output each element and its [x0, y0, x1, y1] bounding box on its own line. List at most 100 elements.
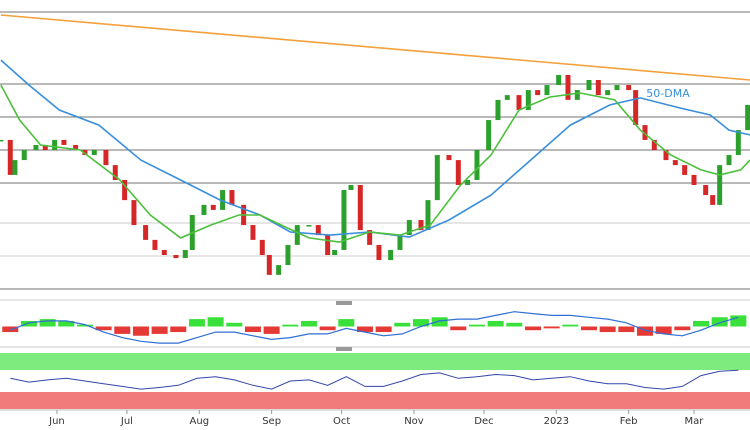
candle [12, 160, 18, 175]
candle [486, 120, 492, 150]
line-label: 50-DMA [646, 87, 690, 100]
candle [565, 74, 571, 100]
histogram-bar [674, 326, 691, 331]
histogram-bar [730, 315, 747, 327]
candle [703, 185, 709, 196]
candle [434, 155, 440, 201]
candle [735, 130, 741, 156]
candle [651, 139, 657, 150]
candle [691, 174, 697, 185]
histogram-bar [207, 317, 224, 327]
candle [376, 244, 382, 261]
histogram-bar [618, 326, 635, 333]
histogram-bar [506, 322, 523, 327]
histogram-bar [711, 317, 728, 327]
candle [325, 235, 331, 255]
x-tick-label: Dec [474, 416, 493, 427]
histogram-bar [2, 326, 19, 333]
candle [315, 225, 321, 236]
histogram-bar [244, 326, 261, 333]
histogram-bar [188, 319, 205, 327]
histogram-bar [468, 324, 485, 327]
candle [633, 90, 639, 126]
histogram-bar [282, 324, 299, 327]
candle [446, 155, 452, 161]
candle [52, 139, 58, 150]
candle [455, 160, 461, 185]
candle [367, 230, 373, 245]
x-tick-label: Oct [333, 416, 350, 427]
resize-handle[interactable] [336, 347, 352, 351]
candle [556, 74, 562, 86]
x-tick-label: Mar [685, 416, 705, 427]
resize-handle[interactable] [336, 301, 352, 305]
candle [465, 179, 471, 185]
candle [626, 85, 632, 91]
candle [717, 165, 723, 205]
candle [91, 150, 97, 156]
candle [7, 139, 13, 175]
candle [516, 95, 522, 110]
histogram-bar [151, 326, 168, 334]
histogram-bar [319, 326, 336, 331]
candle [103, 150, 109, 166]
histogram-bar [300, 320, 317, 327]
candle [406, 220, 412, 236]
candle [182, 249, 188, 259]
candle [42, 144, 48, 150]
candle [425, 200, 431, 231]
histogram-bar [412, 319, 429, 327]
candle [73, 144, 79, 150]
histogram-bar [524, 326, 541, 331]
candle [726, 155, 732, 166]
candle [672, 160, 678, 166]
candle [229, 190, 235, 205]
candle [535, 90, 541, 96]
candle [504, 95, 510, 100]
histogram-bar [338, 319, 355, 327]
x-tick-label: Feb [620, 416, 638, 427]
histogram-bar [692, 320, 709, 327]
candle [112, 165, 118, 180]
candle [152, 239, 158, 250]
histogram-bar [562, 324, 579, 327]
candle [341, 190, 347, 250]
candle [33, 144, 39, 150]
histogram-bar [655, 326, 672, 334]
candle [663, 150, 669, 161]
x-tick-label: Nov [404, 416, 424, 427]
candle [642, 125, 648, 140]
histogram-bar [543, 326, 560, 329]
x-tick-label: Sep [262, 416, 281, 427]
candle [495, 99, 501, 121]
x-tick-label: Aug [190, 416, 210, 427]
candle [525, 90, 531, 110]
candle [474, 150, 480, 180]
histogram-bar [450, 326, 467, 331]
candle [259, 239, 265, 255]
candle [586, 80, 592, 91]
candle [143, 225, 149, 240]
candle [544, 85, 550, 96]
candle [332, 249, 338, 255]
pane-separators [0, 299, 750, 411]
histogram-bar [58, 320, 75, 327]
candle [595, 80, 601, 96]
candle [173, 255, 179, 259]
candle [220, 190, 226, 210]
candle [131, 200, 137, 226]
candle [614, 85, 620, 91]
histogram-bar [263, 326, 280, 334]
histogram-bar [76, 324, 93, 327]
histogram-bar [170, 326, 187, 333]
candle [161, 249, 167, 255]
candle [682, 165, 688, 175]
candle [0, 139, 4, 142]
histogram-bar [431, 317, 448, 327]
histogram-bar [487, 320, 504, 327]
histogram-bar [356, 326, 373, 333]
candle [306, 225, 312, 227]
candle [210, 204, 216, 210]
histogram-bar [394, 322, 411, 327]
histogram-bar [226, 322, 243, 327]
